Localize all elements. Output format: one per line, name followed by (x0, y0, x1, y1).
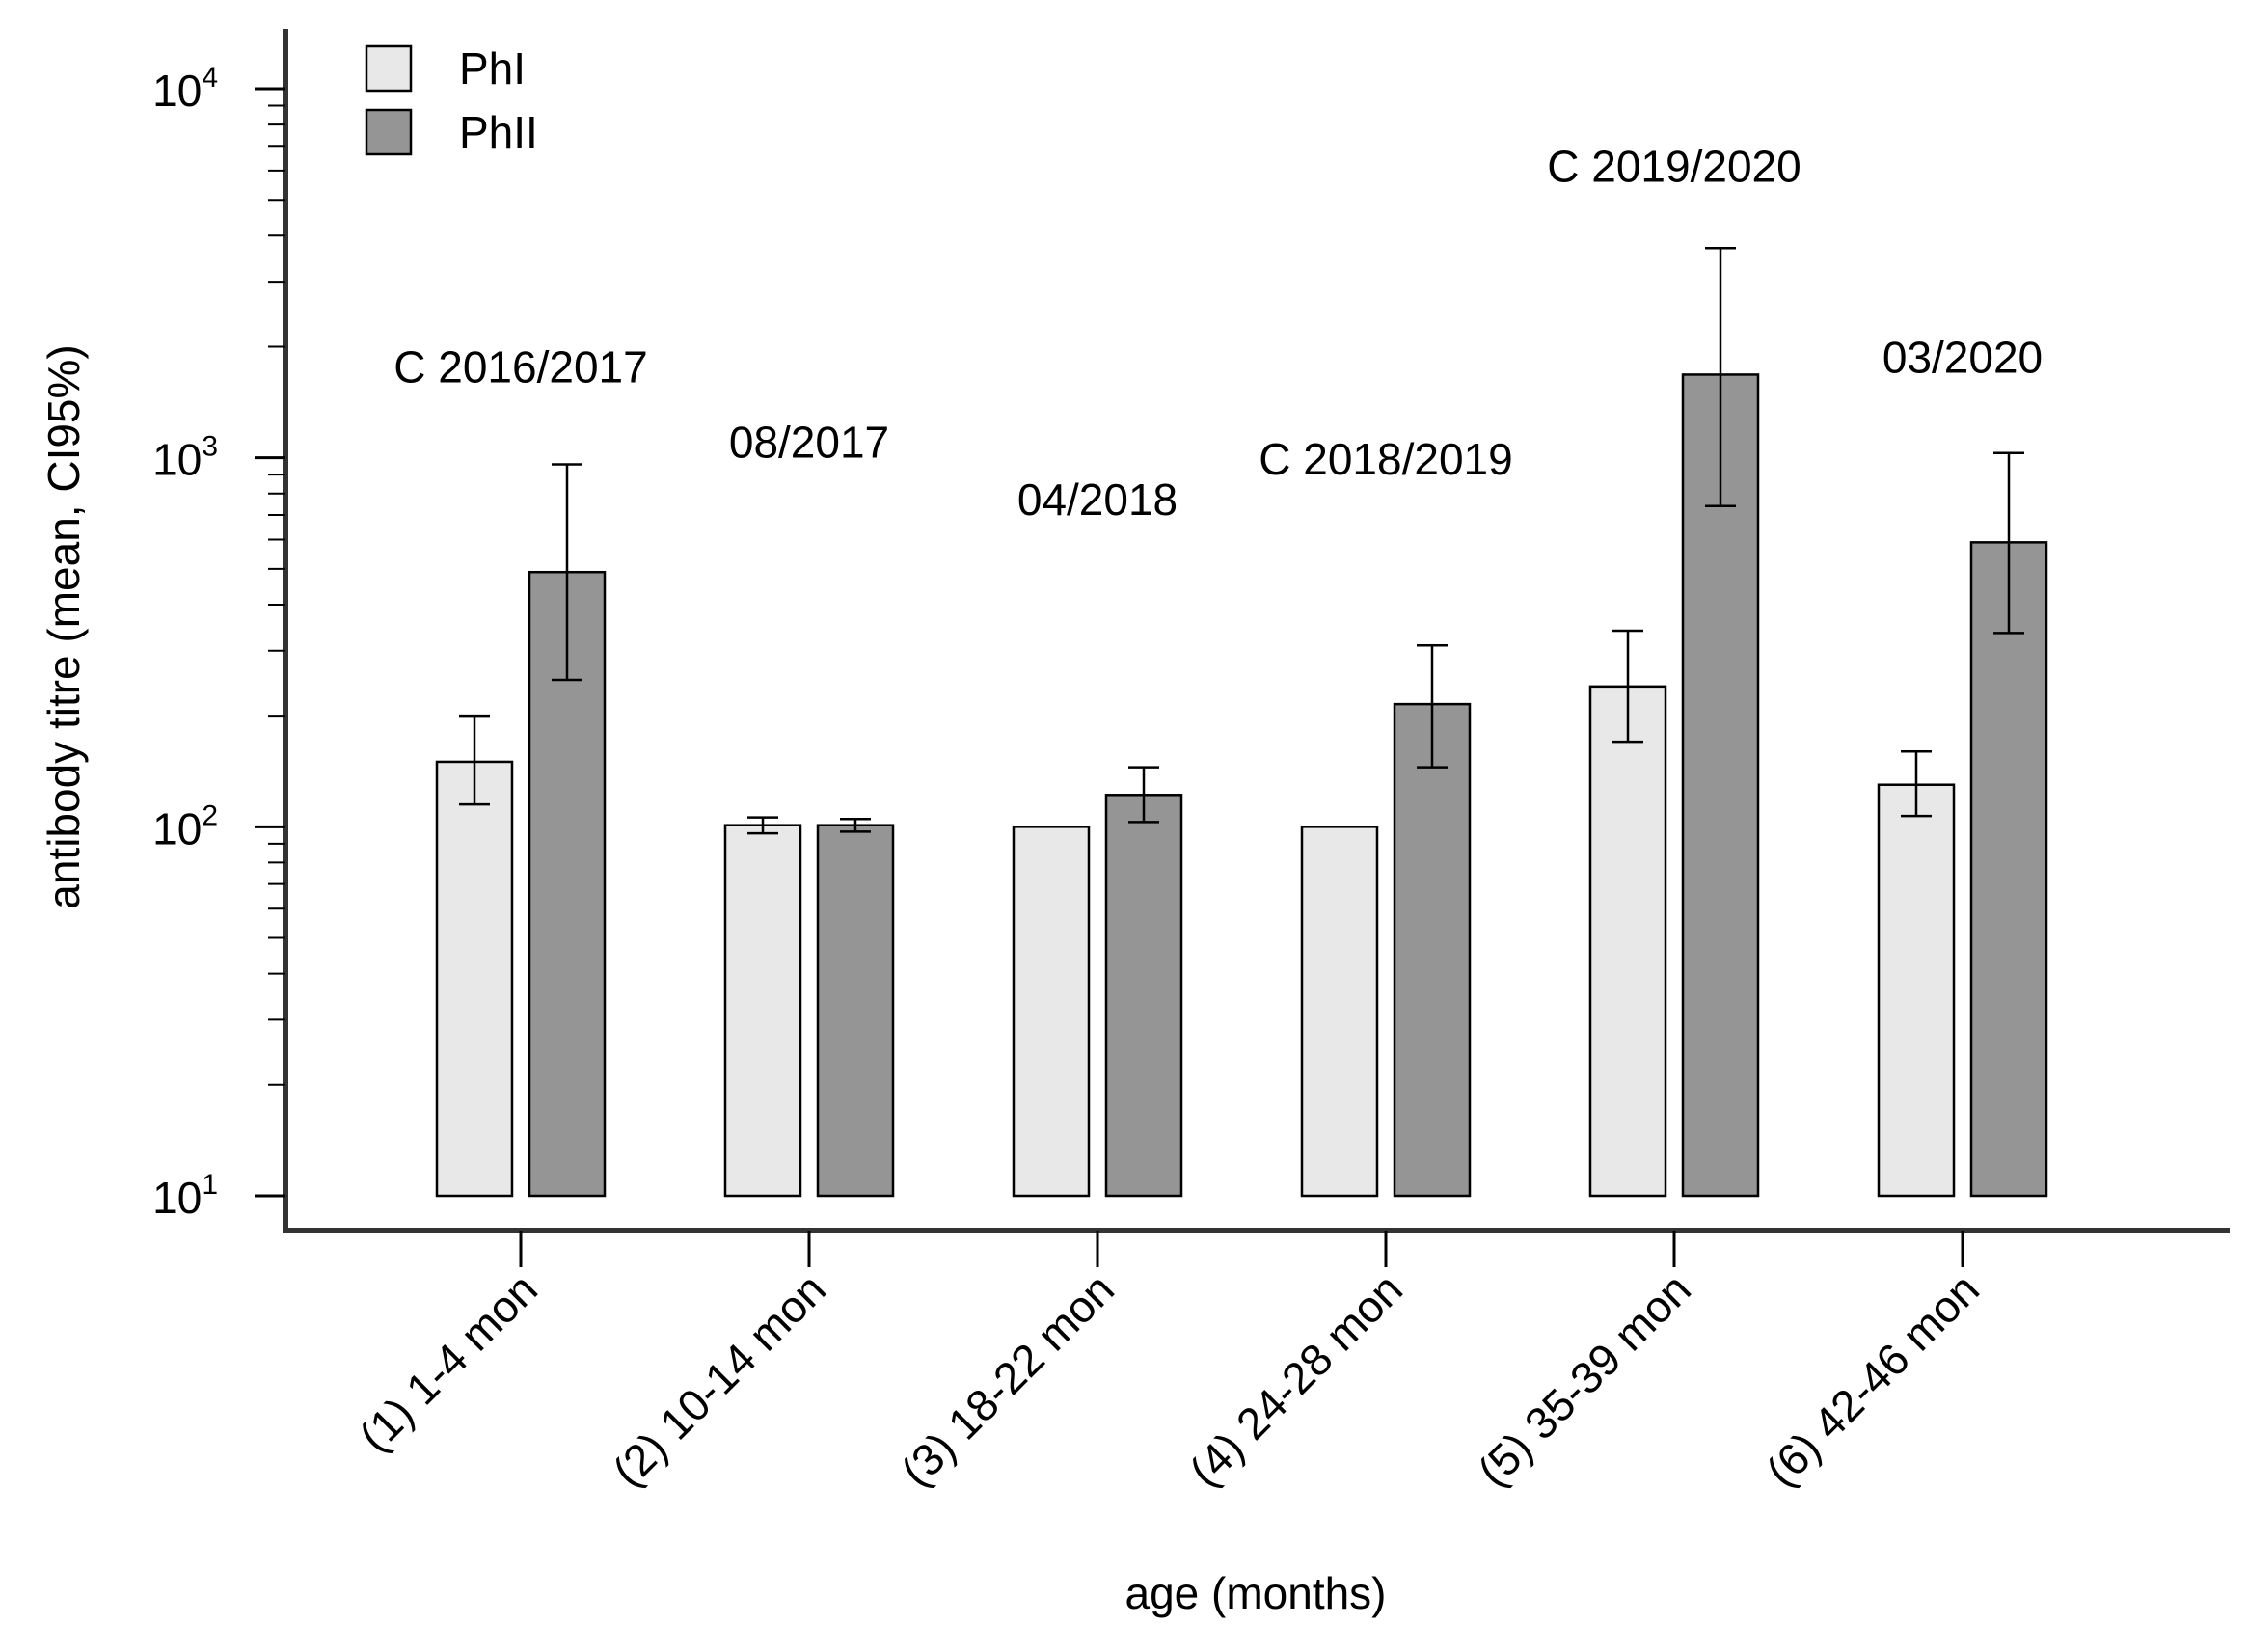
x-ticks-layer: (1) 1-4 mon (2) 10-14 mon (3) 18-22 mon (4)… (349, 1231, 1989, 1496)
annotation-5: C 2019/2020 (1547, 141, 1801, 191)
annotation-4: C 2018/2019 (1259, 434, 1512, 484)
error-bar-phii-4 (1417, 644, 1448, 769)
x-tick-label-4: (4) 24-28 mon (1179, 1263, 1412, 1496)
annotations-layer: C 2016/2017 08/2017 04/2018 C 2018/2019 C 20… (393, 141, 2043, 525)
bar-phi-6 (1877, 783, 1956, 1198)
legend: PhI PhII (365, 43, 538, 157)
bar-phii-4 (1393, 702, 1472, 1198)
annotation-1: C 2016/2017 (393, 342, 647, 393)
error-bar-phii-3 (1128, 766, 1159, 824)
x-tick-label-3: (3) 18-22 mon (891, 1263, 1124, 1496)
bar-phi-4 (1300, 826, 1379, 1198)
annotation-6: 03/2020 (1882, 332, 2043, 382)
bar-phi-2 (723, 824, 802, 1198)
error-bar-phii-5 (1705, 246, 1736, 507)
bar-phii-2 (816, 824, 895, 1198)
bar-phi-1 (435, 760, 514, 1198)
y-tick-label-2: 102 (152, 799, 218, 853)
y-axis-title: antibody titre (mean, CI95%) (39, 344, 89, 909)
y-tick-label-4: 104 (152, 62, 218, 116)
error-bars-layer (459, 246, 2024, 835)
bars-layer (435, 373, 2048, 1198)
annotation-2: 08/2017 (729, 418, 889, 468)
y-ticks-layer: 101 102 103 104 (152, 62, 285, 1223)
x-tick-label-1: (1) 1-4 mon (349, 1263, 547, 1461)
axes-layer (283, 29, 2230, 1233)
y-tick-label-1: 101 (152, 1169, 218, 1223)
error-bar-phii-6 (1993, 451, 2024, 635)
bar-phi-5 (1588, 685, 1667, 1198)
error-bar-phii-2 (840, 817, 871, 833)
annotation-3: 04/2018 (1017, 474, 1178, 525)
x-axis-title: age (months) (1124, 1568, 1386, 1618)
legend-label-phii: PhII (459, 107, 538, 157)
y-tick-label-3: 103 (152, 431, 218, 485)
error-bar-phi-6 (1901, 749, 1932, 818)
bar-phii-6 (1969, 541, 2048, 1198)
x-tick-label-5: (5) 35-39 mon (1468, 1263, 1700, 1496)
error-bar-phi-5 (1612, 629, 1643, 744)
bar-phii-3 (1104, 794, 1183, 1198)
legend-label-phi: PhI (459, 43, 526, 94)
error-bar-phii-1 (552, 463, 582, 682)
legend-swatch-phii (365, 108, 413, 156)
bar-phi-3 (1012, 826, 1091, 1198)
error-bar-phi-1 (459, 714, 490, 806)
x-tick-label-6: (6) 42-46 mon (1756, 1263, 1989, 1496)
bar-phii-5 (1681, 373, 1760, 1198)
x-tick-label-2: (2) 10-14 mon (603, 1263, 835, 1496)
legend-swatch-phi (365, 44, 413, 93)
error-bar-phi-2 (747, 816, 778, 835)
